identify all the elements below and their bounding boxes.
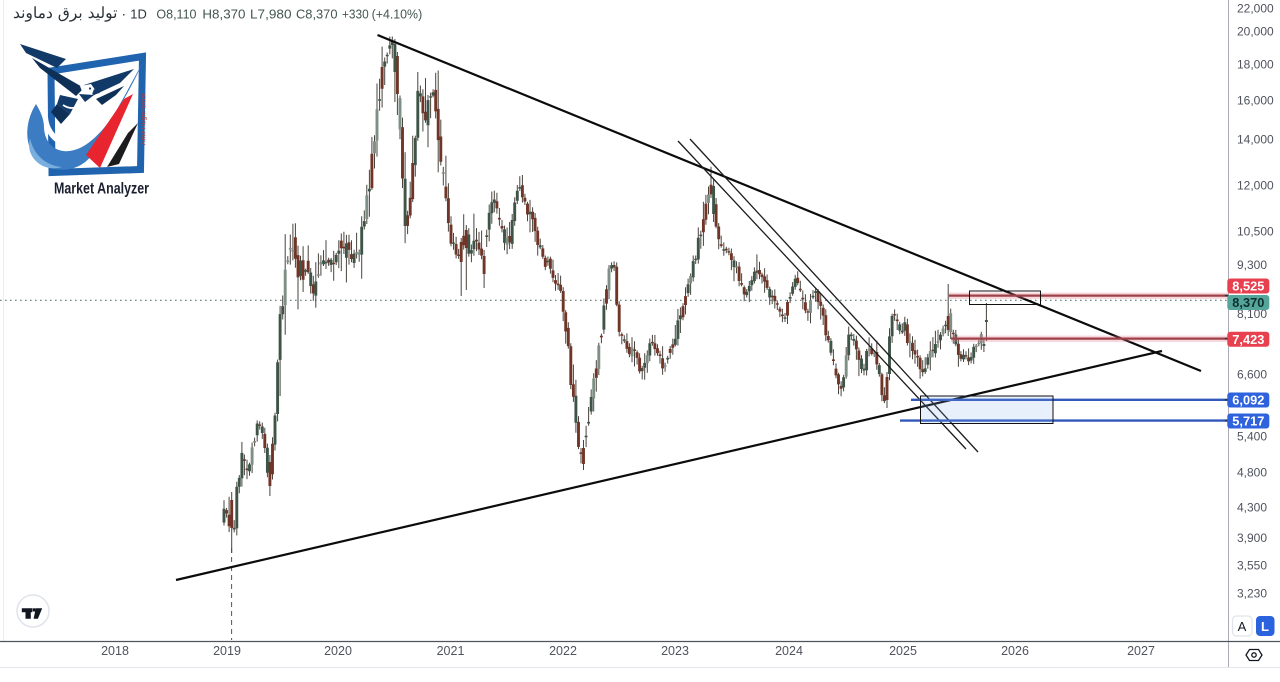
svg-text:2019: 2019 xyxy=(213,644,241,658)
svg-text:Amir HughParast: Amir HughParast xyxy=(141,93,148,145)
svg-text:7,423: 7,423 xyxy=(1232,332,1264,347)
svg-text:9,300: 9,300 xyxy=(1237,258,1267,272)
svg-text:1D: 1D xyxy=(130,6,147,21)
svg-text:6,600: 6,600 xyxy=(1237,368,1267,382)
svg-text:Market Analyzer: Market Analyzer xyxy=(54,181,149,198)
svg-text:12,000: 12,000 xyxy=(1237,179,1274,193)
svg-text:4,800: 4,800 xyxy=(1237,466,1267,480)
svg-text:18,000: 18,000 xyxy=(1237,58,1274,72)
svg-text:8,100: 8,100 xyxy=(1237,307,1267,321)
svg-text:2018: 2018 xyxy=(101,644,129,658)
svg-text:16,000: 16,000 xyxy=(1237,94,1274,108)
svg-text:2020: 2020 xyxy=(324,644,352,658)
svg-text:3,230: 3,230 xyxy=(1237,587,1267,601)
svg-text:20,000: 20,000 xyxy=(1237,25,1274,39)
svg-text:2025: 2025 xyxy=(889,644,917,658)
svg-text:(+4.10%): (+4.10%) xyxy=(372,6,423,21)
svg-text:2021: 2021 xyxy=(437,644,465,658)
svg-text:A: A xyxy=(1238,619,1247,634)
svg-text:2023: 2023 xyxy=(661,644,689,658)
svg-text:2022: 2022 xyxy=(549,644,577,658)
svg-text:3,550: 3,550 xyxy=(1237,559,1267,573)
svg-text:C8,370: C8,370 xyxy=(296,6,338,21)
svg-text:3,900: 3,900 xyxy=(1237,531,1267,545)
svg-text:14,000: 14,000 xyxy=(1237,133,1274,147)
svg-text:H8,370: H8,370 xyxy=(202,6,245,21)
svg-text:5,400: 5,400 xyxy=(1237,430,1267,444)
svg-text:L: L xyxy=(1261,619,1269,634)
svg-text:O8,110: O8,110 xyxy=(156,6,196,21)
svg-text:10,500: 10,500 xyxy=(1237,225,1274,239)
svg-text:+330: +330 xyxy=(342,6,369,21)
svg-text:5,717: 5,717 xyxy=(1232,414,1264,429)
svg-text:2024: 2024 xyxy=(775,644,803,658)
svg-text:·: · xyxy=(122,6,127,21)
svg-text:2027: 2027 xyxy=(1127,644,1155,658)
svg-text:8,370: 8,370 xyxy=(1232,295,1264,310)
svg-text:4,300: 4,300 xyxy=(1237,501,1267,515)
svg-text:2026: 2026 xyxy=(1001,644,1029,658)
svg-text:22,000: 22,000 xyxy=(1237,2,1274,16)
svg-text:6,092: 6,092 xyxy=(1232,393,1264,408)
svg-text:8,525: 8,525 xyxy=(1232,279,1264,294)
svg-text:L7,980: L7,980 xyxy=(250,6,292,21)
